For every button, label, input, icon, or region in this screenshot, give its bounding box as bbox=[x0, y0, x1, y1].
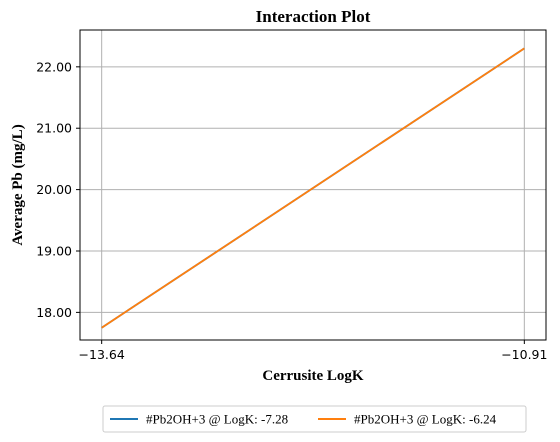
axes: 18.00 19.00 20.00 21.00 22.00 −13.64 −10.91 bbox=[36, 59, 547, 362]
legend: #Pb2OH+3 @ LogK: -7.28 #Pb2OH+3 @ LogK: -… bbox=[102, 405, 527, 433]
x-tick-label: −13.64 bbox=[79, 347, 125, 362]
legend-label: #Pb2OH+3 @ LogK: -6.24 bbox=[354, 412, 497, 427]
series-line bbox=[101, 47, 525, 329]
y-tick-label: 22.00 bbox=[36, 59, 72, 74]
x-axis-label: Cerrusite LogK bbox=[262, 368, 364, 384]
legend-box bbox=[102, 405, 527, 433]
series-lines bbox=[101, 47, 525, 329]
x-tick-label: −10.91 bbox=[501, 347, 547, 362]
y-tick-label: 19.00 bbox=[36, 243, 72, 258]
y-axis-label: Average Pb (mg/L) bbox=[10, 124, 26, 245]
chart-title: Interaction Plot bbox=[256, 7, 371, 26]
y-tick-label: 20.00 bbox=[36, 182, 72, 197]
y-tick-label: 21.00 bbox=[36, 121, 72, 136]
plot-frame bbox=[79, 29, 547, 341]
y-tick-label: 18.00 bbox=[36, 305, 72, 320]
grid-lines bbox=[80, 30, 546, 340]
legend-label: #Pb2OH+3 @ LogK: -7.28 bbox=[146, 412, 288, 427]
